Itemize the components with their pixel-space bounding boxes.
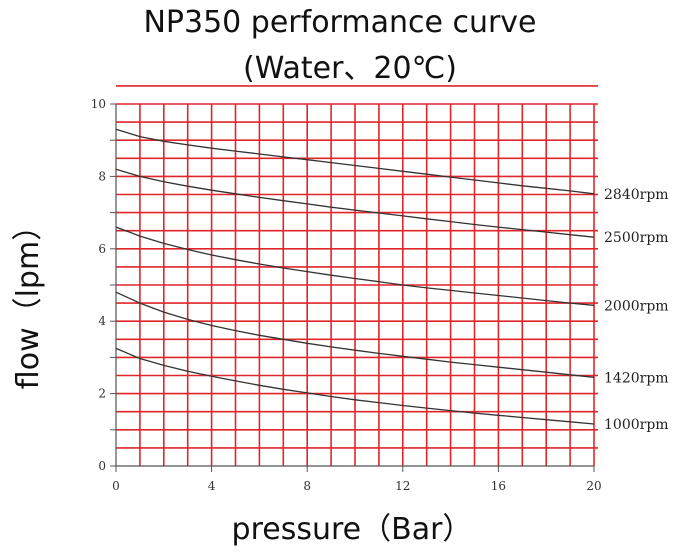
x-axis-title: pressure（Bar） [232,512,473,547]
series-line-2500rpm [115,168,595,238]
series-lines [115,128,595,425]
y-tick-label: 10 [91,97,106,111]
series-label-2840rpm: 2840rpm [604,187,669,203]
x-tick-label: 12 [395,479,410,493]
series-label-1420rpm: 1420rpm [604,370,669,386]
y-tick-label: 0 [98,459,106,473]
x-tick-label: 8 [303,479,311,493]
tick-labels: 0 4 8 12 16 20 0 2 4 6 8 10 [91,97,602,493]
chart-subtitle: (Water、20℃) [243,51,457,86]
axes [110,103,595,472]
x-tick-label: 16 [491,479,506,493]
x-tick-label: 0 [112,479,120,493]
x-tick-label: 4 [208,479,216,493]
y-tick-label: 8 [98,169,106,183]
chart-title: NP350 performance curve [143,5,536,40]
series-line-1420rpm [115,291,595,378]
y-tick-label: 4 [98,314,106,328]
y-tick-label: 6 [98,242,106,256]
series-line-2000rpm [115,226,595,306]
y-axis-title: flow（lpm） [11,211,46,389]
series-line-2840rpm [115,128,595,195]
y-tick-label: 2 [98,387,106,401]
series-label-1000rpm: 1000rpm [604,417,669,433]
grid [116,85,598,466]
series-label-2500rpm: 2500rpm [604,230,669,246]
series-line-1000rpm [115,347,595,425]
series-label-2000rpm: 2000rpm [604,298,669,314]
series-labels: 2840rpm 2500rpm 2000rpm 1420rpm 1000rpm [604,187,669,433]
x-tick-label: 20 [586,479,601,493]
